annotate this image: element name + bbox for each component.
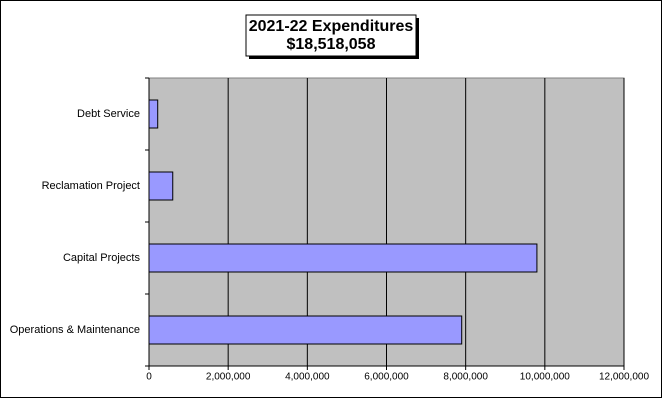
bar bbox=[148, 99, 159, 129]
x-tick-label: 12,000,000 bbox=[599, 372, 649, 383]
x-tick-label: 2,000,000 bbox=[206, 372, 251, 383]
chart-subtitle: $18,518,058 bbox=[287, 36, 376, 53]
y-tick-label: Debt Service bbox=[77, 108, 140, 120]
bars bbox=[148, 99, 538, 345]
bar bbox=[148, 315, 463, 345]
y-tick-label: Reclamation Project bbox=[42, 180, 140, 192]
chart-title: 2021-22 Expenditures bbox=[249, 18, 414, 35]
x-tick-label: 0 bbox=[146, 372, 152, 383]
grid bbox=[227, 78, 625, 366]
y-tick-label: Operations & Maintenance bbox=[10, 324, 140, 336]
x-tick-label: 10,000,000 bbox=[520, 372, 570, 383]
title-box bbox=[245, 14, 417, 57]
x-tick-label: 6,000,000 bbox=[364, 372, 409, 383]
y-tick-label: Capital Projects bbox=[63, 252, 141, 264]
x-tick-label: 4,000,000 bbox=[285, 372, 330, 383]
x-tick-label: 8,000,000 bbox=[443, 372, 488, 383]
bar bbox=[148, 171, 174, 201]
bar bbox=[148, 243, 538, 273]
